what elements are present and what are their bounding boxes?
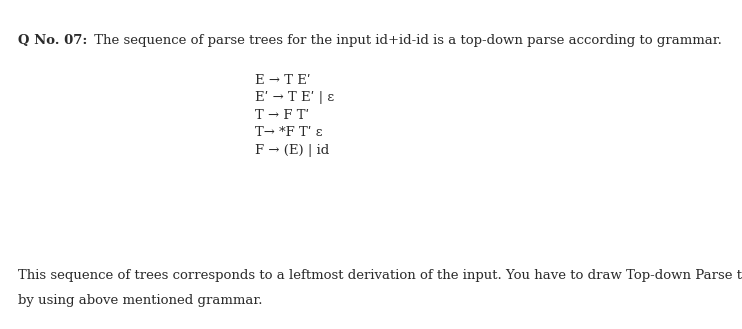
Text: This sequence of trees corresponds to a leftmost derivation of the input. You ha: This sequence of trees corresponds to a … [18,269,742,282]
Text: T→ *F Tʹ ε: T→ *F Tʹ ε [255,126,323,139]
Text: E → T Eʹ: E → T Eʹ [255,74,311,87]
Text: Q No. 07:: Q No. 07: [18,34,88,47]
Text: F → (E) | id: F → (E) | id [255,144,329,157]
Text: The sequence of parse trees for the input id+id-id is a top-down parse according: The sequence of parse trees for the inpu… [90,34,722,47]
Text: by using above mentioned grammar.: by using above mentioned grammar. [18,294,263,307]
Text: Eʹ → T Eʹ | ε: Eʹ → T Eʹ | ε [255,91,334,105]
Text: T → F Tʹ: T → F Tʹ [255,109,309,122]
